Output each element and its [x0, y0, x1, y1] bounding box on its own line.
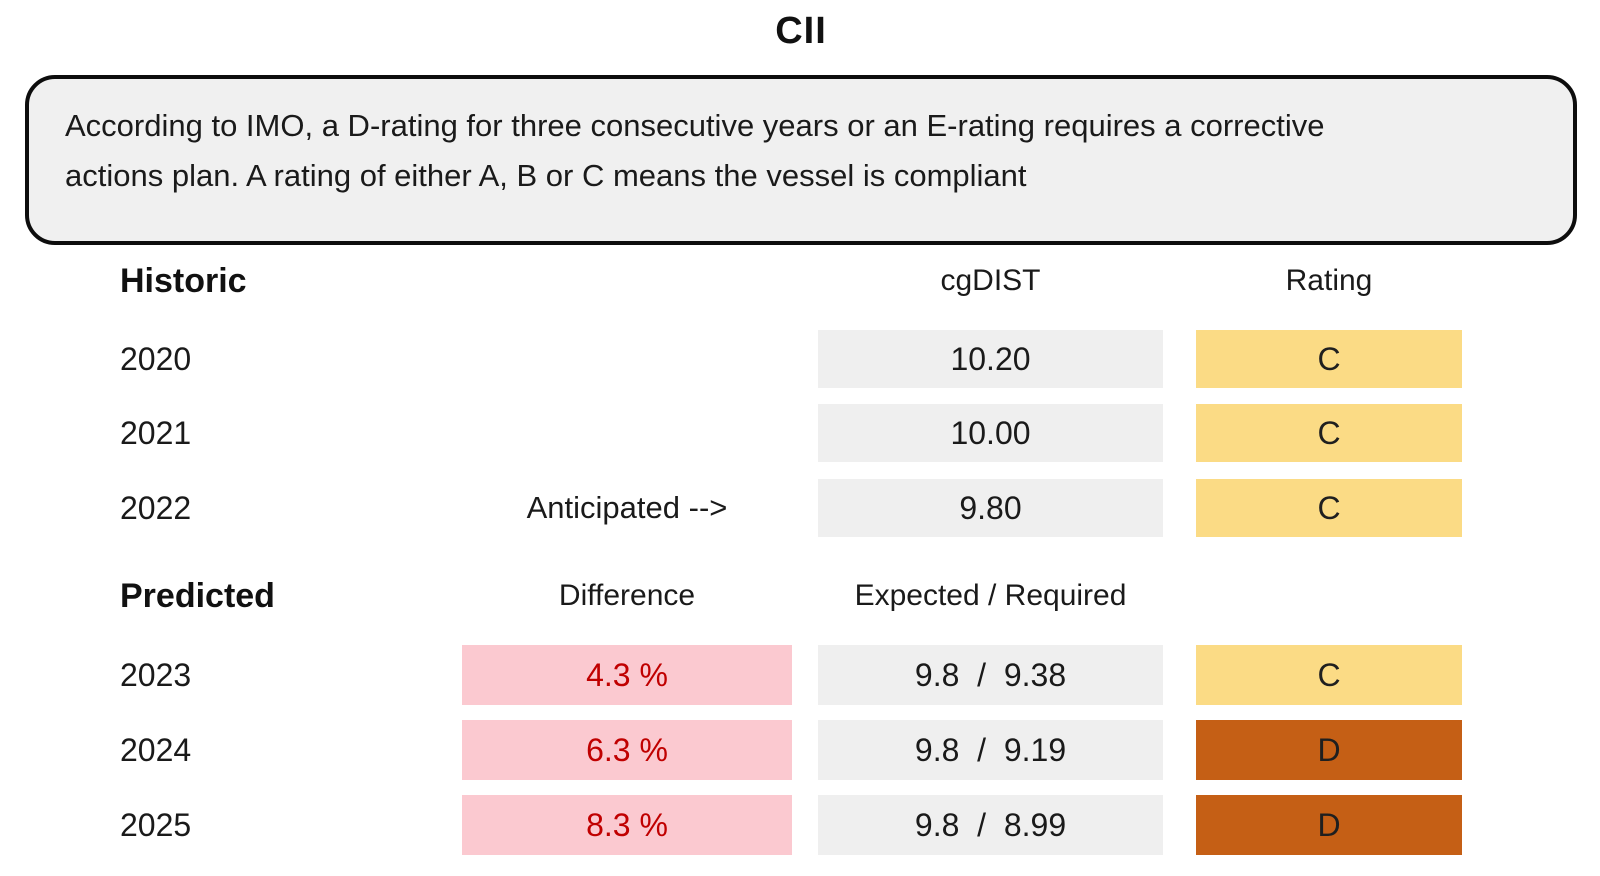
table-row-2024: 2024 6.3 % 9.8 / 9.19 D: [0, 720, 1600, 780]
year-label: 2023: [120, 656, 192, 693]
year-label: 2020: [120, 340, 192, 377]
year-label: 2025: [120, 806, 192, 843]
info-box: According to IMO, a D-rating for three c…: [25, 75, 1577, 245]
rating-cell: D: [1196, 720, 1462, 780]
difference-column-header: Difference: [558, 579, 696, 612]
predicted-section-label: Predicted: [120, 576, 275, 615]
table-row-2025: 2025 8.3 % 9.8 / 8.99 D: [0, 795, 1600, 855]
table-row-2023: 2023 4.3 % 9.8 / 9.38 C: [0, 645, 1600, 705]
anticipated-note: Anticipated -->: [526, 490, 728, 525]
info-box-text: According to IMO, a D-rating for three c…: [65, 108, 1325, 193]
table-row-2020: 2020 10.20 C: [0, 330, 1600, 388]
expected-required-cell: 9.8 / 9.38: [818, 645, 1163, 705]
difference-cell: 4.3 %: [462, 645, 792, 705]
rating-column-header: Rating: [1285, 264, 1373, 297]
rating-cell: C: [1196, 645, 1462, 705]
table-row-2021: 2021 10.00 C: [0, 404, 1600, 462]
cgdist-column-header: cgDIST: [940, 264, 1041, 297]
cgdist-value-cell: 10.20: [818, 330, 1163, 388]
rating-cell: D: [1196, 795, 1462, 855]
year-label: 2021: [120, 414, 192, 451]
year-label: 2024: [120, 731, 192, 768]
year-label: 2022: [120, 489, 192, 526]
page-title: CII: [775, 10, 827, 52]
rating-cell: C: [1196, 330, 1462, 388]
expected-required-cell: 9.8 / 9.19: [818, 720, 1163, 780]
historic-header-row: Historic cgDIST Rating: [0, 255, 1600, 307]
difference-cell: 6.3 %: [462, 720, 792, 780]
expected-required-cell: 9.8 / 8.99: [818, 795, 1163, 855]
expected-required-column-header: Expected / Required: [854, 579, 1127, 612]
rating-cell: C: [1196, 479, 1462, 537]
historic-section-label: Historic: [120, 261, 247, 300]
table-row-2022: 2022 Anticipated --> 9.80 C: [0, 479, 1600, 537]
rating-cell: C: [1196, 404, 1462, 462]
cgdist-value-cell: 10.00: [818, 404, 1163, 462]
difference-cell: 8.3 %: [462, 795, 792, 855]
predicted-header-row: Predicted Difference Expected / Required: [0, 570, 1600, 622]
cgdist-value-cell: 9.80: [818, 479, 1163, 537]
